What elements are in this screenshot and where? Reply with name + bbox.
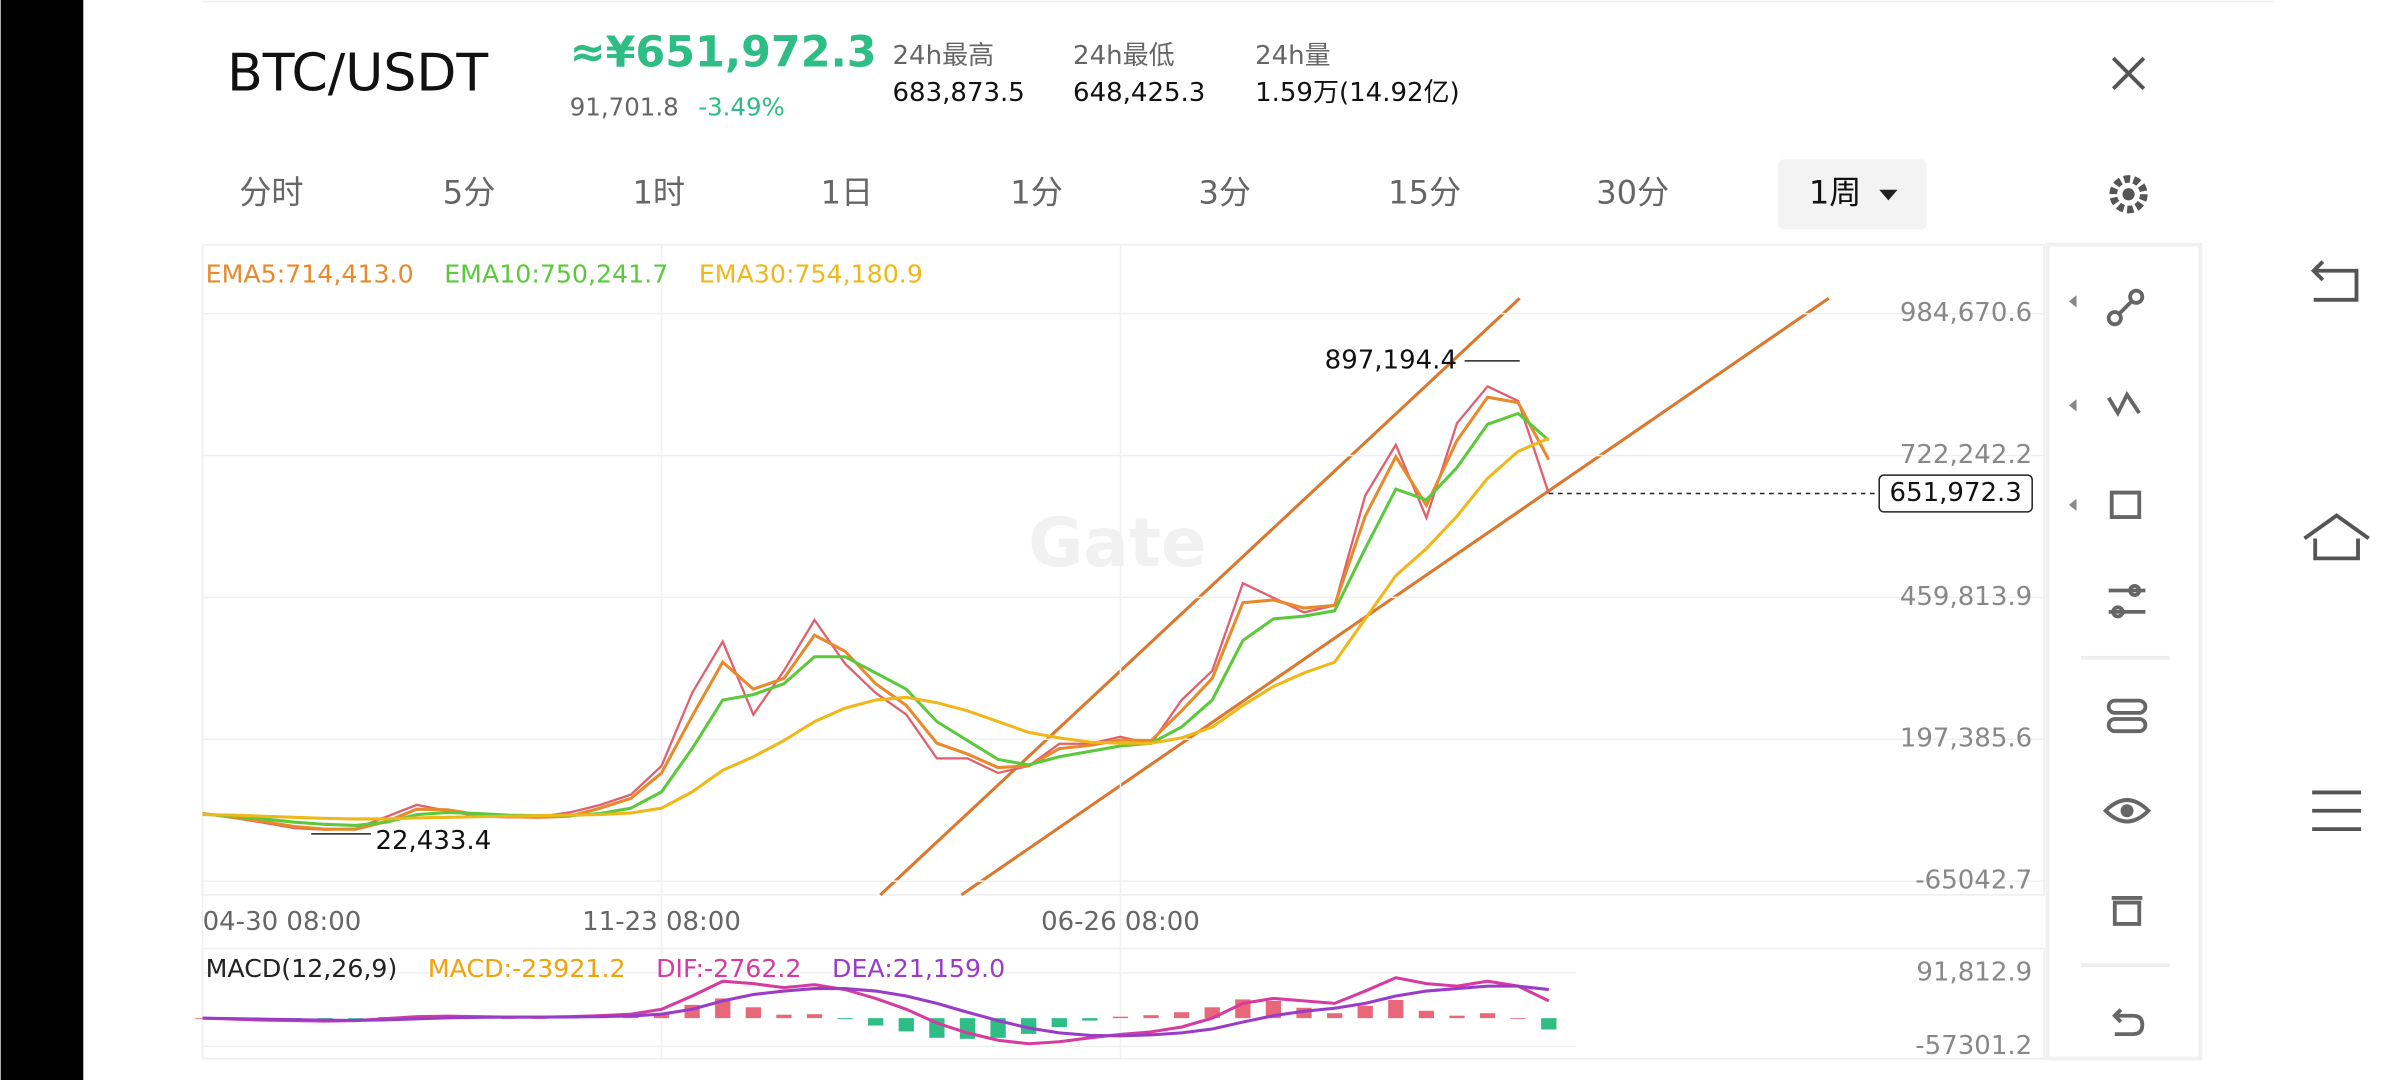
series-line (202, 984, 1549, 1038)
tab[interactable]: 3分 (1198, 173, 1251, 211)
macd-bar (898, 1018, 914, 1032)
settings-button[interactable] (2109, 175, 2148, 214)
tool-indicator[interactable] (2106, 698, 2148, 734)
macd-bar (1541, 1018, 1557, 1030)
y-tick-label: 984,670.6 (1900, 298, 2032, 328)
tool-delete[interactable] (2111, 896, 2143, 926)
y-tick-label: 91,812.9 (1916, 957, 2032, 987)
tool-undo[interactable] (2112, 1008, 2145, 1037)
nav-home[interactable] (2303, 513, 2370, 561)
close-button[interactable] (2111, 56, 2146, 91)
legend-entry: MACD(12,26,9) (206, 954, 398, 983)
dropdown-arrow (1879, 189, 1898, 201)
series-line (202, 384, 1550, 831)
price: ≈¥651,972.3 (570, 28, 877, 78)
tool-visibility[interactable] (2102, 798, 2152, 824)
last-price-label: 651,972.3 (1890, 478, 2022, 508)
legend-entry: DEA:21,159.0 (832, 954, 1005, 983)
tool-adjust[interactable] (2108, 583, 2146, 619)
macd-bar (837, 1018, 853, 1020)
legend-entry: EMA30:754,180.9 (699, 259, 923, 288)
tab[interactable]: 1时 (632, 173, 685, 211)
tab[interactable]: 5分 (443, 173, 496, 211)
y-tick-label: 459,813.9 (1900, 582, 2032, 612)
left-bar (0, 0, 84, 1080)
change-pct: -3.49% (698, 93, 785, 122)
stat-value: 683,873.5 (893, 78, 1025, 108)
tool-line[interactable] (2068, 288, 2145, 327)
y-tick-label: -57301.2 (1915, 1031, 2032, 1061)
high-label: 897,194.4 (1325, 345, 1457, 375)
series-line (202, 395, 1551, 831)
macd-bar (1510, 1018, 1526, 1019)
y-tick-label: 722,242.2 (1900, 440, 2032, 470)
nav-back[interactable] (2310, 260, 2359, 302)
y-tick-label: 197,385.6 (1900, 724, 2032, 754)
macd-bar (1449, 1015, 1465, 1019)
legend-entry: MACD:-23921.2 (428, 954, 626, 983)
macd-bar (1204, 1007, 1220, 1019)
macd-bar (1326, 1013, 1343, 1019)
watermark: Gate (1028, 504, 1206, 582)
macd-bar (1357, 1005, 1373, 1019)
last-price-box (1878, 474, 2033, 513)
series-line (202, 411, 1550, 827)
tool-wave[interactable] (2068, 390, 2141, 418)
macd-bar (1388, 999, 1404, 1019)
tab[interactable]: 15分 (1388, 173, 1461, 211)
x-tick-label: 04-30 08:00 (203, 907, 362, 937)
tab[interactable]: 30分 (1596, 173, 1669, 211)
macd-bar (806, 1014, 823, 1019)
tool-shape[interactable] (2068, 490, 2142, 519)
legend-entry: DIF:-2762.2 (656, 954, 801, 983)
x-tick-label: 11-23 08:00 (582, 907, 741, 937)
y-tick-label: -65042.7 (1915, 866, 2032, 896)
nav-bar (2303, 260, 2370, 832)
nav-menu[interactable] (2312, 790, 2362, 832)
macd-bar (347, 1018, 364, 1019)
macd-bar (1051, 1018, 1067, 1027)
active-tab-bg (1778, 159, 1927, 230)
macd-bar (1082, 1018, 1098, 1021)
pair: BTC/USDT (227, 43, 488, 103)
change-abs: 91,701.8 (570, 93, 679, 122)
stat-label: 24h最高 (893, 41, 995, 71)
macd-bar (1418, 1010, 1435, 1019)
low-label: 22,433.4 (375, 826, 491, 856)
stat-value: 1.59万(14.92亿) (1255, 78, 1460, 108)
series-line (202, 976, 1550, 1046)
series-line (202, 436, 1550, 821)
macd-bar (1296, 1007, 1312, 1019)
macd-bar (1479, 1013, 1496, 1019)
tab[interactable]: 1日 (821, 173, 874, 211)
macd-bar (1173, 1012, 1190, 1019)
x-tick-label: 06-26 08:00 (1041, 907, 1200, 937)
tab[interactable]: 1分 (1010, 173, 1063, 211)
macd-bar (745, 1007, 761, 1019)
macd-bar (776, 1014, 792, 1019)
stat-label: 24h最低 (1073, 41, 1175, 71)
stat-label: 24h量 (1255, 41, 1331, 71)
legend-entry: EMA5:714,413.0 (206, 259, 414, 288)
macd-bar (1112, 1016, 1129, 1019)
stat-value: 648,425.3 (1073, 78, 1205, 108)
legend-entry: EMA10:750,241.7 (444, 259, 668, 288)
toolbar (2045, 242, 2203, 1061)
tab[interactable]: 分时 (239, 173, 303, 211)
macd-bar (868, 1018, 884, 1026)
macd-bar (1143, 1015, 1159, 1019)
tab[interactable]: 1周 (1809, 173, 1862, 211)
